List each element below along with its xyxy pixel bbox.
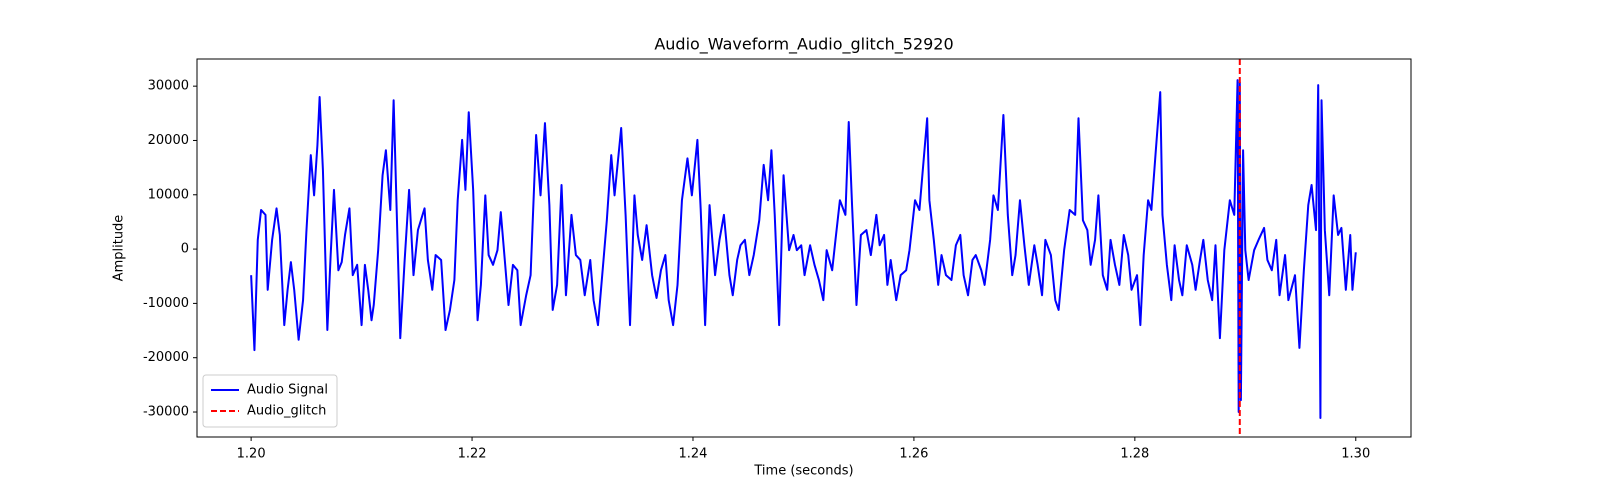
legend-box [202,374,338,428]
y-tick-label: -20000 [143,350,189,365]
x-tick-label: 1.22 [458,447,487,462]
x-tick-label: 1.24 [679,447,708,462]
legend-label: Audio Signal [247,383,328,398]
x-tick-label: 1.20 [237,447,266,462]
plot-frame [196,58,1412,438]
x-tick-label: 1.28 [1120,447,1149,462]
y-tick-label: 20000 [148,133,189,148]
x-tick-label: 1.30 [1341,447,1370,462]
y-tick-label: -10000 [143,296,189,311]
y-tick-label: 30000 [148,79,189,94]
legend: Audio Signal Audio_glitch [202,374,338,428]
legend-label: Audio_glitch [247,404,326,419]
y-tick-label: 0 [181,242,189,257]
y-tick-label: 10000 [148,187,189,202]
y-axis-label: Amplitude [112,215,127,282]
chart-title: Audio_Waveform_Audio_glitch_52920 [654,35,953,55]
y-tick-label: -30000 [143,405,189,420]
x-tick-label: 1.26 [899,447,928,462]
x-axis-label: Time (seconds) [753,464,853,479]
signal-line [250,79,1357,419]
